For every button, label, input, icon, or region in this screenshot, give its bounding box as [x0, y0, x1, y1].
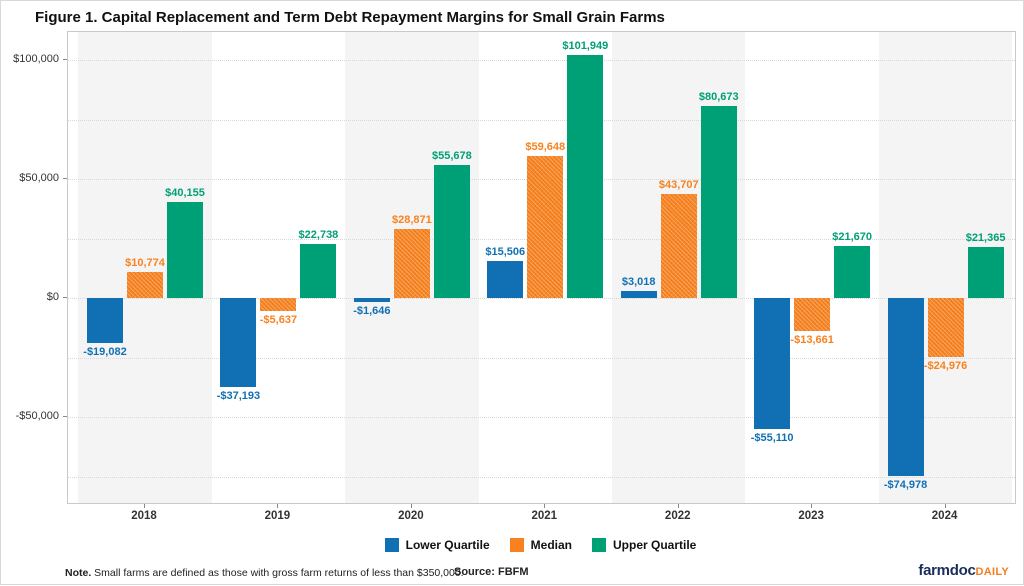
value-label: -$55,110 [750, 432, 794, 445]
value-label: $80,673 [698, 90, 739, 103]
bar-upper-quartile-2024 [967, 247, 1004, 298]
value-label: -$13,661 [790, 333, 834, 346]
gridline [68, 119, 1015, 121]
bar-upper-quartile-2022 [700, 105, 737, 298]
y-tick-mark [63, 178, 67, 179]
page-title: Figure 1. Capital Replacement and Term D… [35, 9, 665, 26]
bar-median-2024 [927, 298, 964, 358]
value-label: $59,648 [525, 141, 566, 154]
logo-daily: DAILY [975, 566, 1009, 578]
legend-item-lower-quartile: Lower Quartile [384, 538, 490, 552]
value-label: $101,949 [562, 40, 609, 53]
gridline [68, 298, 1015, 299]
bar-lower-quartile-2019 [220, 298, 257, 387]
logo-farmdoc: farmdoc [918, 562, 976, 579]
x-tick-mark [677, 504, 679, 508]
x-tick-label: 2018 [131, 510, 157, 522]
bar-lower-quartile-2018 [87, 298, 123, 344]
bar-median-2019 [260, 298, 297, 312]
median-swatch-icon [509, 538, 524, 552]
y-tick-label: $100,000 [13, 53, 59, 65]
x-tick-mark [944, 504, 946, 508]
bar-median-2022 [660, 193, 697, 298]
y-tick-mark [63, 297, 67, 298]
bar-lower-quartile-2024 [887, 298, 924, 477]
gridline [68, 357, 1015, 359]
x-tick-mark [811, 504, 813, 508]
y-tick-mark [63, 416, 67, 417]
plot-area: -$19,082 -$37,193 -$1,646 $15,506 $3,018 -$55… [67, 31, 1016, 504]
bar-lower-quartile-2021 [487, 261, 524, 298]
value-label: $43,707 [658, 178, 699, 191]
bar-upper-quartile-2018 [167, 202, 203, 298]
x-tick-mark [277, 504, 279, 508]
source-text: Source: FBFM [454, 566, 529, 578]
bar-lower-quartile-2022 [620, 290, 657, 298]
value-label: -$19,082 [83, 346, 127, 359]
value-label: $15,506 [485, 246, 526, 259]
bar-median-2020 [393, 229, 430, 298]
y-tick-mark [63, 59, 67, 60]
value-label: $21,365 [965, 232, 1006, 245]
y-tick-label: -$50,000 [15, 410, 59, 422]
value-label: $10,774 [125, 257, 165, 270]
value-label: -$74,978 [883, 479, 928, 492]
value-label: $40,155 [165, 187, 205, 200]
legend-item-upper-quartile: Upper Quartile [592, 538, 696, 552]
bar-upper-quartile-2020 [433, 165, 470, 298]
value-label: -$24,976 [923, 360, 968, 373]
bar-median-2018 [127, 272, 163, 298]
x-tick-mark [410, 504, 412, 508]
legend-label: Median [530, 538, 572, 552]
value-label: $22,738 [298, 228, 339, 241]
lower-quartile-swatch-icon [384, 538, 399, 552]
x-tick-label: 2019 [264, 510, 291, 522]
bar-median-2021 [527, 156, 564, 298]
y-tick-label: $50,000 [19, 172, 59, 184]
legend-item-median: Median [509, 538, 572, 552]
upper-quartile-swatch-icon [592, 538, 606, 552]
bar-lower-quartile-2023 [754, 298, 791, 430]
y-tick-label: $0 [46, 291, 59, 303]
x-tick-label: 2022 [664, 510, 691, 522]
value-label: $55,678 [431, 150, 472, 163]
legend-label: Lower Quartile [405, 538, 490, 552]
x-tick-label: 2020 [398, 510, 424, 522]
legend: Lower Quartile Median Upper Quartile [67, 538, 1014, 552]
footnote: Note. Small farms are defined as those w… [65, 567, 464, 579]
gridline [68, 60, 1015, 61]
value-label: $3,018 [621, 275, 656, 288]
bar-upper-quartile-2021 [567, 55, 604, 298]
gridline [68, 417, 1015, 418]
x-tick-mark [144, 504, 145, 508]
x-tick-label: 2023 [798, 510, 824, 522]
bar-lower-quartile-2020 [353, 298, 390, 302]
gridline [68, 476, 1015, 478]
bar-upper-quartile-2019 [300, 243, 337, 298]
value-label: $21,670 [832, 231, 873, 244]
bar-median-2023 [794, 298, 831, 331]
farmdoc-daily-logo: farmdocDAILY [918, 562, 1009, 580]
value-label: -$1,646 [353, 304, 391, 317]
footnote-text: Small farms are defined as those with gr… [91, 567, 464, 579]
value-label: -$5,637 [259, 314, 298, 327]
legend-label: Upper Quartile [613, 538, 697, 552]
bar-upper-quartile-2023 [834, 246, 871, 298]
value-label: $28,871 [391, 214, 432, 227]
x-tick-label: 2024 [931, 510, 958, 522]
footnote-label: Note. [65, 567, 92, 579]
x-tick-label: 2021 [531, 510, 558, 522]
x-tick-mark [544, 504, 546, 508]
value-label: -$37,193 [216, 389, 261, 402]
